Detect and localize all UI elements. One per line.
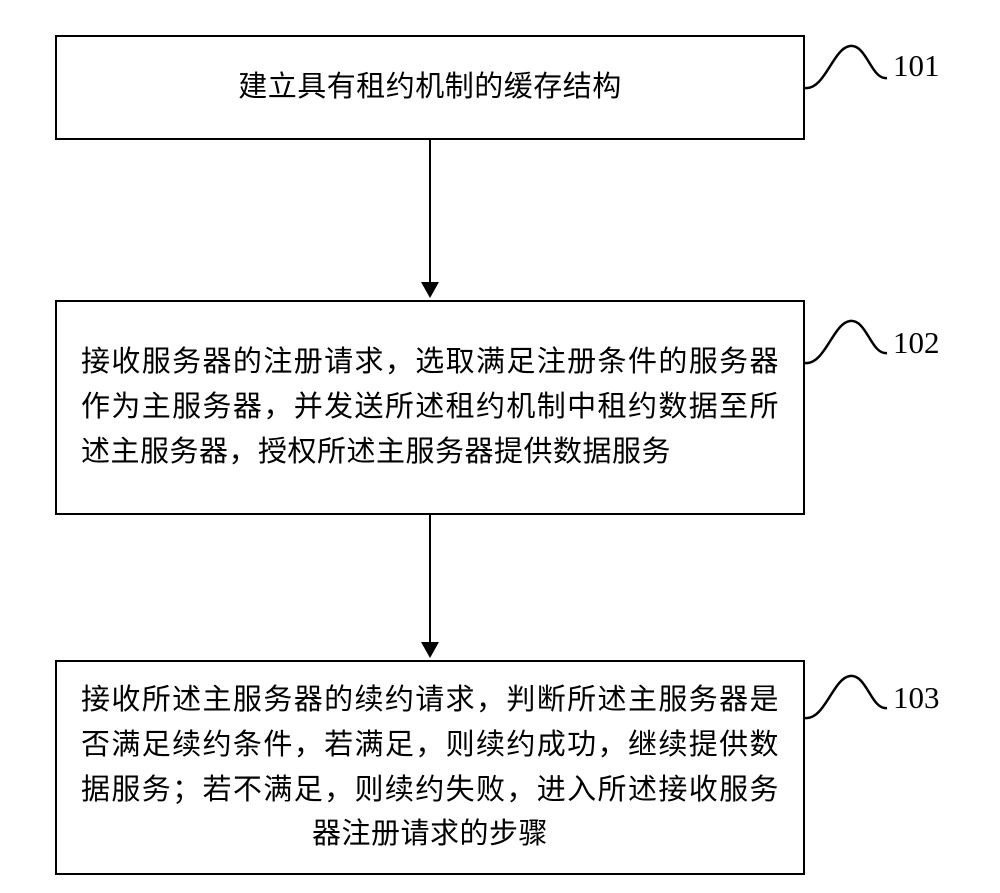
step-label-102: 102 [893, 325, 940, 361]
flowchart-canvas: 建立具有租约机制的缓存结构 101 接收服务器的注册请求，选取满足注册条件的服务… [0, 0, 1000, 893]
arrow-1-head [421, 282, 439, 298]
arrow-2-line [429, 515, 431, 642]
arrow-1-line [429, 140, 431, 282]
arrow-2-head [421, 642, 439, 658]
step-text-103: 接收所述主服务器的续约请求，判断所述主服务器是否满足续约条件，若满足，则续约成功… [81, 678, 779, 858]
connector-101 [805, 40, 890, 100]
step-box-101: 建立具有租约机制的缓存结构 [55, 35, 805, 140]
connector-102 [805, 315, 890, 375]
step-text-101: 建立具有租约机制的缓存结构 [238, 65, 622, 110]
step-label-101: 101 [893, 48, 940, 84]
step-text-102: 接收服务器的注册请求，选取满足注册条件的服务器作为主服务器，并发送所述租约机制中… [81, 340, 779, 475]
step-box-103: 接收所述主服务器的续约请求，判断所述主服务器是否满足续约条件，若满足，则续约成功… [55, 660, 805, 875]
step-label-103: 103 [893, 680, 940, 716]
connector-103 [805, 670, 890, 730]
step-box-102: 接收服务器的注册请求，选取满足注册条件的服务器作为主服务器，并发送所述租约机制中… [55, 300, 805, 515]
